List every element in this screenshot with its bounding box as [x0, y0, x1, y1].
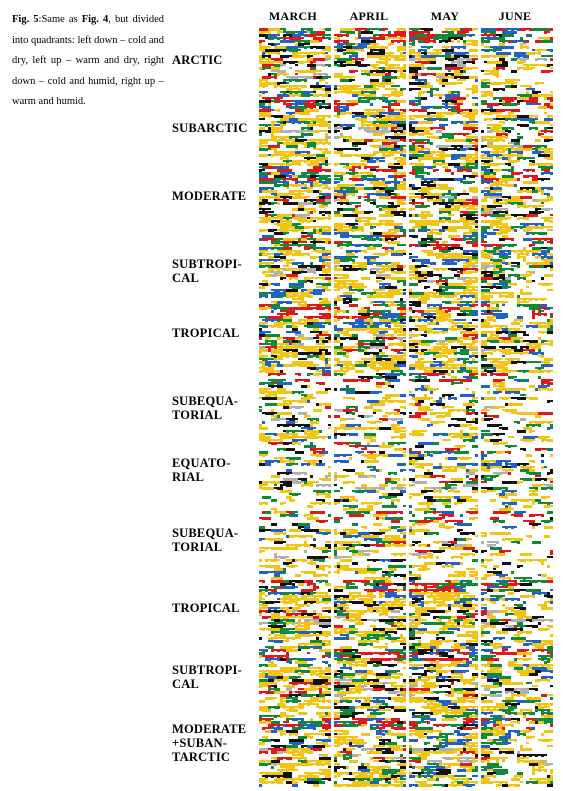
month-header-april: APRIL — [349, 9, 389, 23]
mosaic-cells — [259, 28, 553, 787]
zone-label-subequatorial-south: SUBEQUA- TORIAL — [172, 526, 239, 554]
zone-label-tropical-south: TROPICAL — [172, 601, 240, 615]
zone-label-subtropical-south: SUBTROPI- CAL — [172, 663, 242, 691]
zone-label-arctic: ARCTIC — [172, 53, 223, 67]
zone-label-moderate-subantarctic: MODERATE +SUBAN- TARCTIC — [172, 722, 247, 764]
zone-label-equatorial: EQUATO- RIAL — [172, 456, 231, 484]
month-header-march: MARCH — [268, 9, 318, 23]
figure-label: Fig. 5 — [12, 14, 39, 25]
zone-label-subtropical: SUBTROPI- CAL — [172, 257, 242, 285]
zone-label-moderate: MODERATE — [172, 189, 247, 203]
zone-label-subequatorial: SUBEQUA- TORIAL — [172, 394, 239, 422]
caption-text-1: :Same as — [38, 14, 82, 25]
zone-label-subarctic: SUBARCTIC — [172, 121, 248, 135]
month-header-may: MAY — [430, 9, 460, 23]
caption-text-2: , but divided into quadrants: left down … — [12, 14, 164, 107]
figure-reference: Fig. 4 — [81, 14, 109, 25]
zone-label-tropical: TROPICAL — [172, 326, 240, 340]
figure-caption: Fig. 5:Same as Fig. 4, but divided into … — [12, 10, 164, 113]
month-header-june: JUNE — [498, 9, 532, 23]
